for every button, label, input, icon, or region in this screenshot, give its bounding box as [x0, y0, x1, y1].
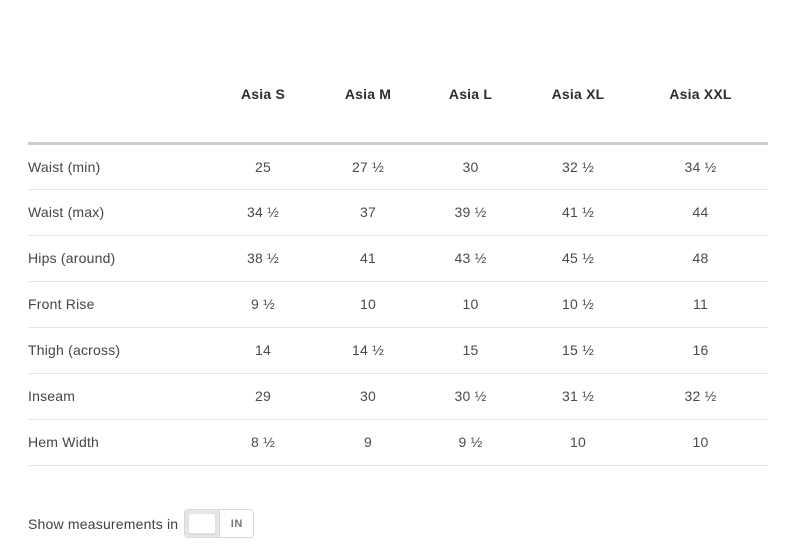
- row-label: Inseam: [28, 388, 76, 404]
- header-spacer: [28, 72, 208, 143]
- size-value-cell: 30: [462, 158, 479, 175]
- size-value-cell: 41: [360, 250, 376, 266]
- row-label: Thigh (across): [28, 342, 121, 358]
- table-row-thigh: Thigh (across) 14 14 ½ 15 15 ½ 16: [28, 327, 768, 373]
- size-value-cell: 14: [255, 342, 271, 358]
- toggle-knob[interactable]: [188, 513, 217, 534]
- size-value-cell: 45 ½: [562, 250, 594, 266]
- row-label: Waist (max): [28, 204, 105, 220]
- size-value-cell: 27 ½: [352, 158, 384, 175]
- size-value-cell: 48: [692, 250, 709, 266]
- size-value-cell: 10: [360, 296, 376, 312]
- size-value-cell: 43 ½: [454, 250, 487, 266]
- size-chart-table: Asia S Asia M Asia L Asia XL Asia XXL Wa…: [28, 72, 768, 466]
- size-value-cell: 15 ½: [562, 342, 594, 358]
- table-row-hips: Hips (around) 38 ½ 41 43 ½ 45 ½ 48: [28, 235, 768, 281]
- row-label: Hips (around): [28, 250, 116, 266]
- row-label: Hem Width: [28, 434, 100, 450]
- column-header-asia-xl: Asia XL: [551, 86, 605, 102]
- size-value-cell: 31 ½: [562, 388, 594, 404]
- header-row: Asia S Asia M Asia L Asia XL Asia XXL: [28, 72, 768, 143]
- table-row-waist-max: Waist (max) 34 ½ 37 39 ½ 41 ½ 44: [28, 189, 768, 235]
- size-value-cell: 29: [255, 388, 271, 404]
- size-value-cell: 14 ½: [352, 342, 384, 358]
- size-value-cell: 9 ½: [458, 434, 483, 450]
- size-value-cell: 30: [360, 388, 376, 404]
- size-value-cell: 32 ½: [684, 388, 717, 404]
- size-value-cell: 9 ½: [251, 296, 275, 312]
- table-row-inseam: Inseam 29 30 30 ½ 31 ½ 32 ½: [28, 373, 768, 419]
- toggle-track[interactable]: [185, 510, 221, 537]
- column-header-asia-xxl: Asia XXL: [669, 86, 732, 102]
- size-value-cell: 44: [692, 204, 709, 220]
- size-value-cell: 16: [692, 342, 709, 358]
- size-value-cell: 38 ½: [247, 250, 279, 266]
- size-value-cell: 34 ½: [247, 204, 279, 220]
- column-header-asia-m: Asia M: [344, 86, 392, 102]
- column-header-asia-l: Asia L: [448, 86, 493, 102]
- size-value-cell: 10: [570, 434, 586, 450]
- unit-toggle[interactable]: IN: [184, 509, 255, 538]
- size-value-cell: 10 ½: [562, 296, 594, 312]
- table-row-waist-min: Waist (min) 25 27 ½ 30 32 ½ 34 ½: [28, 143, 768, 189]
- table-row-hem-width: Hem Width 8 ½ 9 9 ½ 10 10: [28, 419, 768, 465]
- size-value-cell: 37: [360, 204, 376, 220]
- measurement-unit-row: Show measurements in IN: [28, 509, 255, 538]
- table-row-front-rise: Front Rise 9 ½ 10 10 10 ½ 11: [28, 281, 768, 327]
- size-value-cell: 25: [255, 158, 271, 175]
- size-value-cell: 39 ½: [454, 204, 487, 220]
- size-value-cell: 41 ½: [562, 204, 594, 220]
- row-label: Waist (min): [28, 158, 101, 175]
- size-value-cell: 15: [462, 342, 479, 358]
- size-value-cell: 10: [692, 434, 709, 450]
- size-value-cell: 11: [693, 296, 708, 312]
- size-value-cell: 34 ½: [684, 158, 717, 175]
- size-value-cell: 9: [364, 434, 372, 450]
- size-value-cell: 10: [462, 296, 479, 312]
- row-label: Front Rise: [28, 296, 95, 312]
- size-value-cell: 32 ½: [562, 158, 594, 175]
- unit-in-label[interactable]: IN: [220, 510, 254, 537]
- size-value-cell: 8 ½: [251, 434, 275, 450]
- unit-toggle-label: Show measurements in: [28, 515, 179, 532]
- size-value-cell: 30 ½: [454, 388, 487, 404]
- column-header-asia-s: Asia S: [241, 86, 285, 102]
